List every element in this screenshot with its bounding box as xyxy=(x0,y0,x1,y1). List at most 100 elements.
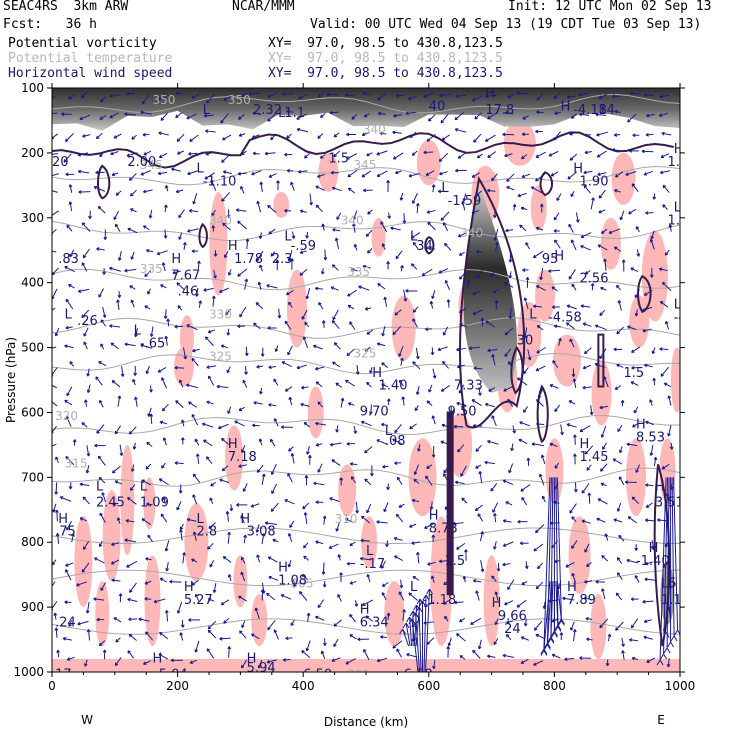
wind-arrow xyxy=(99,115,107,120)
var-xy-theta: XY= 97.0, 98.5 to 430.8,123.5 xyxy=(268,51,503,66)
wind-arrow xyxy=(142,189,153,194)
wind-arrow xyxy=(77,169,90,174)
wind-arrow xyxy=(444,503,449,511)
wind-arrow xyxy=(55,532,60,544)
wind-arrow xyxy=(344,518,355,524)
wind-arrow xyxy=(227,574,232,582)
wind-arrow xyxy=(226,209,231,218)
wind-arrow xyxy=(506,185,515,191)
wind-arrow xyxy=(456,542,466,550)
wind-arrow xyxy=(443,473,450,484)
axes: 0 200 400 600 800 1000 100 200 300 400 500 600 700 80… xyxy=(13,81,695,693)
wind-arrow xyxy=(174,365,185,370)
wind-arrow xyxy=(53,612,58,620)
wind-arrow xyxy=(175,112,183,118)
extremum-label: -.65 xyxy=(140,337,165,352)
extremum-label: H xyxy=(228,239,238,254)
wind-arrow xyxy=(82,134,91,138)
wind-arrow-strong xyxy=(670,477,678,642)
wind-arrow xyxy=(616,326,624,335)
wind-arrow xyxy=(383,296,388,307)
wind-arrow xyxy=(224,251,229,259)
wind-arrow xyxy=(65,415,72,427)
wind-arrow xyxy=(649,399,653,406)
wind-arrow xyxy=(69,361,75,367)
wind-arrow xyxy=(195,453,200,464)
wind-arrow xyxy=(109,266,121,272)
wind-arrow xyxy=(478,387,482,396)
wind-arrow xyxy=(508,271,513,279)
wind-arrow xyxy=(268,173,277,178)
wind-arrow xyxy=(487,439,499,445)
wind-arrow xyxy=(614,189,621,193)
wind-arrow xyxy=(221,465,229,472)
wind-arrow xyxy=(191,558,198,563)
wind-arrow xyxy=(531,442,544,447)
wind-arrow xyxy=(260,589,265,601)
wind-arrow xyxy=(144,580,152,585)
extremum-label: 1.5 xyxy=(328,152,349,167)
wind-arrow xyxy=(594,362,606,369)
wind-arrow xyxy=(440,211,450,221)
wind-arrow xyxy=(346,441,356,446)
y-tick-label: 600 xyxy=(21,405,44,419)
wind-arrow xyxy=(349,613,356,623)
wind-arrow xyxy=(274,345,279,352)
wind-arrow xyxy=(449,406,453,419)
wind-arrow xyxy=(590,283,595,291)
wind-arrow xyxy=(52,367,58,377)
wind-arrow xyxy=(464,549,468,561)
wind-arrow xyxy=(471,172,480,178)
wind-arrow xyxy=(394,461,402,465)
wind-arrow xyxy=(396,648,402,658)
extremum-label: .08 xyxy=(385,434,406,449)
y-tick-label: 1000 xyxy=(13,665,44,679)
wind-arrow xyxy=(207,543,214,550)
wind-arrow xyxy=(431,445,436,458)
wind-arrow xyxy=(52,384,58,389)
wind-arrow xyxy=(335,382,342,388)
wind-arrow xyxy=(569,131,577,136)
wind-arrow xyxy=(191,249,199,253)
wind-arrow xyxy=(643,93,654,97)
wind-arrow xyxy=(81,562,90,573)
wind-arrow xyxy=(554,462,560,469)
wind-arrow xyxy=(628,208,637,215)
wind-arrow xyxy=(116,517,121,525)
wind-arrow xyxy=(553,324,561,329)
wind-arrow xyxy=(315,443,323,447)
wind-arrow xyxy=(413,478,420,484)
wind-arrow xyxy=(456,364,465,369)
wind-arrow xyxy=(188,401,197,408)
wind-arrow xyxy=(148,209,153,219)
wind-vectors xyxy=(52,91,680,672)
wind-arrow xyxy=(61,112,72,117)
wind-arrow xyxy=(335,522,340,532)
wind-arrow xyxy=(109,324,121,328)
wind-arrow xyxy=(252,111,262,116)
wind-arrow xyxy=(207,597,215,602)
wind-arrow xyxy=(98,361,107,367)
wind-arrow xyxy=(461,497,468,504)
wind-arrow xyxy=(536,562,544,570)
wind-arrow xyxy=(363,648,370,661)
wind-arrow xyxy=(381,422,388,427)
wind-arrow xyxy=(412,361,421,370)
wind-arrow xyxy=(220,599,230,606)
wind-arrow xyxy=(484,402,495,408)
wind-arrow xyxy=(256,200,262,213)
extremum-label: 14 xyxy=(598,103,615,118)
wind-arrow-strong xyxy=(402,622,411,647)
wind-arrow xyxy=(258,232,263,239)
wind-arrow xyxy=(66,656,75,661)
wind-arrow xyxy=(479,531,484,542)
wind-arrow xyxy=(52,267,59,276)
wind-arrow xyxy=(492,209,497,218)
extremum-label: H xyxy=(372,366,382,381)
wind-arrow xyxy=(612,458,623,465)
wind-arrow xyxy=(84,399,88,407)
wind-arrow xyxy=(290,453,295,464)
wind-arrow xyxy=(353,243,358,251)
wind-arrow xyxy=(568,269,576,280)
pv-contour xyxy=(597,333,605,388)
